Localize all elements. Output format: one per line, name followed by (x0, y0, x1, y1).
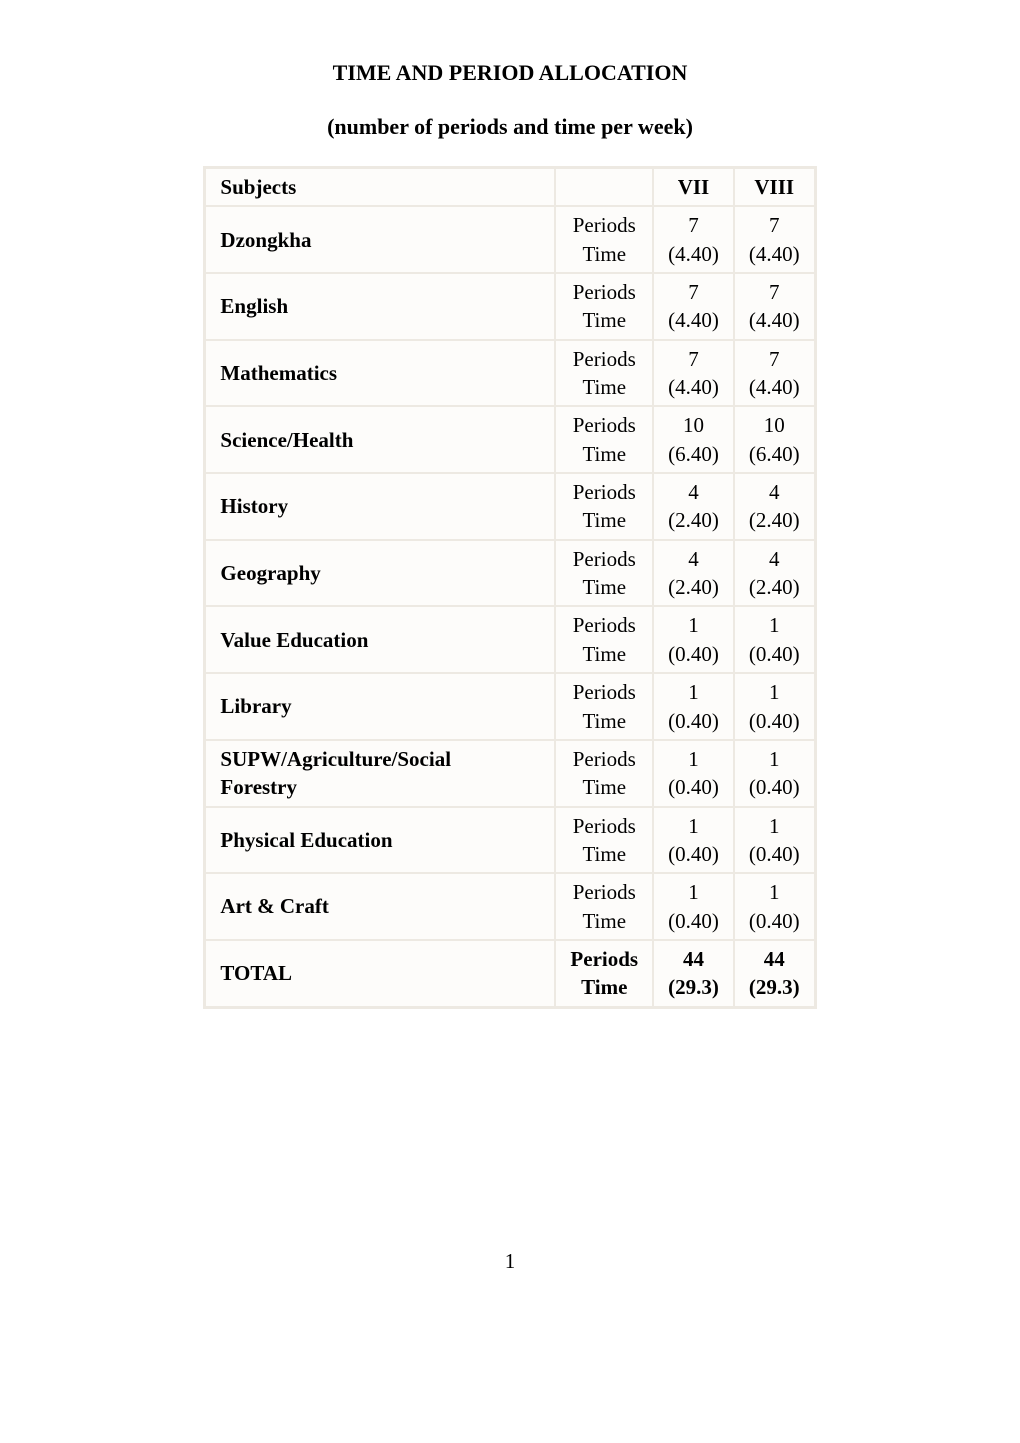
vii-cell: 7(4.40) (653, 340, 734, 407)
page-number: 1 (80, 1249, 940, 1274)
viii-cell: 1(0.40) (734, 740, 815, 807)
vii-cell: 1(0.40) (653, 873, 734, 940)
vii-cell: 1(0.40) (653, 740, 734, 807)
table-row: SUPW/Agriculture/SocialForestryPeriodsTi… (205, 740, 815, 807)
viii-cell: 1(0.40) (734, 873, 815, 940)
total-viii-periods: 44 (764, 947, 785, 971)
header-subjects: Subjects (205, 168, 556, 207)
subject-cell: SUPW/Agriculture/SocialForestry (205, 740, 556, 807)
vii-cell: 7(4.40) (653, 206, 734, 273)
vii-cell: 7(4.40) (653, 273, 734, 340)
subject-cell: Value Education (205, 606, 556, 673)
viii-cell: 1(0.40) (734, 606, 815, 673)
page-title: TIME AND PERIOD ALLOCATION (80, 60, 940, 86)
viii-cell: 1(0.40) (734, 807, 815, 874)
total-vii-time: (29.3) (668, 975, 719, 999)
table-row: HistoryPeriodsTime4(2.40)4(2.40) (205, 473, 815, 540)
table-container: Subjects VII VIII DzongkhaPeriodsTime7(4… (80, 166, 940, 1009)
subject-cell: Library (205, 673, 556, 740)
header-vii: VII (653, 168, 734, 207)
table-header-row: Subjects VII VIII (205, 168, 815, 207)
table-row: Science/HealthPeriodsTime10(6.40)10(6.40… (205, 406, 815, 473)
vii-cell: 1(0.40) (653, 606, 734, 673)
viii-cell: 4(2.40) (734, 473, 815, 540)
subject-cell: Science/Health (205, 406, 556, 473)
allocation-table: Subjects VII VIII DzongkhaPeriodsTime7(4… (203, 166, 816, 1009)
subject-cell: English (205, 273, 556, 340)
table-row: EnglishPeriodsTime7(4.40)7(4.40) (205, 273, 815, 340)
header-viii: VIII (734, 168, 815, 207)
periods-time-label-cell: PeriodsTime (555, 406, 653, 473)
table-row: LibraryPeriodsTime1(0.40)1(0.40) (205, 673, 815, 740)
total-viii: 44 (29.3) (734, 940, 815, 1007)
total-vii-periods: 44 (683, 947, 704, 971)
subject-cell: Dzongkha (205, 206, 556, 273)
table-row: DzongkhaPeriodsTime7(4.40)7(4.40) (205, 206, 815, 273)
vii-cell: 4(2.40) (653, 473, 734, 540)
vii-cell: 1(0.40) (653, 807, 734, 874)
periods-time-label-cell: PeriodsTime (555, 873, 653, 940)
viii-cell: 4(2.40) (734, 540, 815, 607)
subject-cell: Physical Education (205, 807, 556, 874)
vii-cell: 10(6.40) (653, 406, 734, 473)
table-row: MathematicsPeriodsTime7(4.40)7(4.40) (205, 340, 815, 407)
subject-cell: Mathematics (205, 340, 556, 407)
total-time-label: Time (581, 975, 627, 999)
total-mid: Periods Time (555, 940, 653, 1007)
header-empty (555, 168, 653, 207)
table-row: Art & CraftPeriodsTime1(0.40)1(0.40) (205, 873, 815, 940)
subject-cell: Art & Craft (205, 873, 556, 940)
total-row: TOTAL Periods Time 44 (29.3) 44 (29.3) (205, 940, 815, 1007)
table-row: Physical EducationPeriodsTime1(0.40)1(0.… (205, 807, 815, 874)
total-label: TOTAL (205, 940, 556, 1007)
table-row: Value EducationPeriodsTime1(0.40)1(0.40) (205, 606, 815, 673)
periods-time-label-cell: PeriodsTime (555, 540, 653, 607)
viii-cell: 10(6.40) (734, 406, 815, 473)
viii-cell: 7(4.40) (734, 206, 815, 273)
total-viii-time: (29.3) (749, 975, 800, 999)
vii-cell: 1(0.40) (653, 673, 734, 740)
total-vii: 44 (29.3) (653, 940, 734, 1007)
viii-cell: 1(0.40) (734, 673, 815, 740)
vii-cell: 4(2.40) (653, 540, 734, 607)
periods-time-label-cell: PeriodsTime (555, 740, 653, 807)
viii-cell: 7(4.40) (734, 273, 815, 340)
periods-time-label-cell: PeriodsTime (555, 473, 653, 540)
periods-time-label-cell: PeriodsTime (555, 340, 653, 407)
periods-time-label-cell: PeriodsTime (555, 206, 653, 273)
periods-time-label-cell: PeriodsTime (555, 606, 653, 673)
subject-cell: History (205, 473, 556, 540)
periods-time-label-cell: PeriodsTime (555, 807, 653, 874)
total-periods-label: Periods (570, 947, 638, 971)
table-row: GeographyPeriodsTime4(2.40)4(2.40) (205, 540, 815, 607)
periods-time-label-cell: PeriodsTime (555, 273, 653, 340)
page-subtitle: (number of periods and time per week) (80, 114, 940, 140)
subject-cell: Geography (205, 540, 556, 607)
viii-cell: 7(4.40) (734, 340, 815, 407)
periods-time-label-cell: PeriodsTime (555, 673, 653, 740)
